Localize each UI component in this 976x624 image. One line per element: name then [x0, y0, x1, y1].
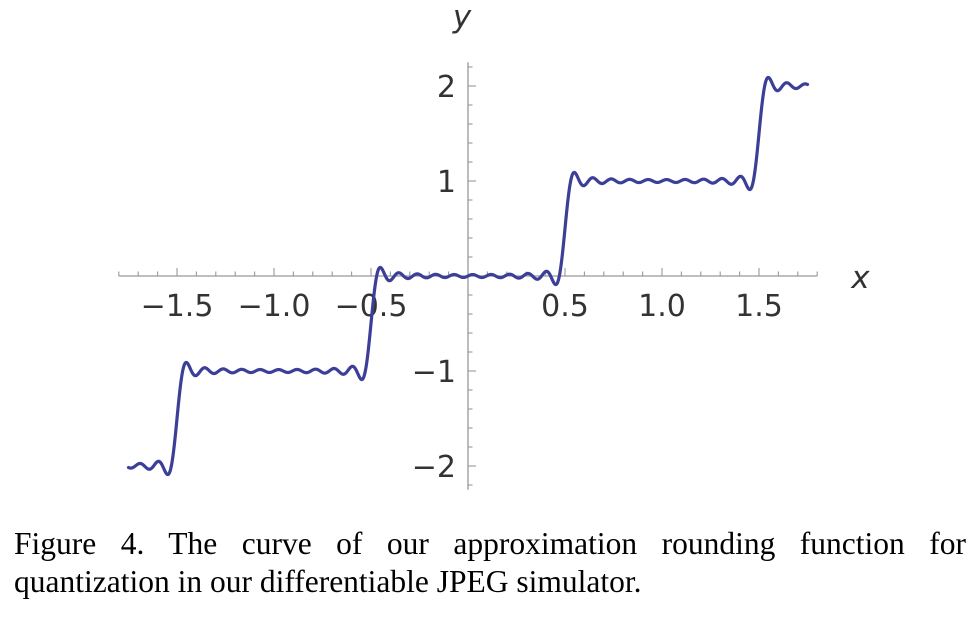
approximation-rounding-curve	[126, 75, 810, 477]
y-tick-label: −2	[412, 450, 456, 485]
x-tick-label: −1.5	[141, 289, 214, 324]
rounding-function-plot: −1.5 −1.0 −0.5 0.5 1.0 1.521−1−2 x y	[118, 0, 870, 490]
x-tick-label: −1.0	[238, 289, 311, 324]
x-tick-label: 1.0	[638, 289, 686, 324]
tick-labels: −1.5 −1.0 −0.5 0.5 1.0 1.521−1−2	[141, 70, 783, 485]
x-axis-label: x	[850, 260, 870, 296]
y-tick-label: −1	[412, 355, 456, 390]
figure-caption: Figure 4. The curve of our approximation…	[14, 526, 966, 599]
x-tick-label: 0.5	[541, 289, 589, 324]
y-axis-label: y	[452, 0, 472, 35]
x-tick-label: 1.5	[735, 289, 783, 324]
y-tick-label: 1	[437, 165, 456, 200]
y-tick-label: 2	[437, 70, 456, 105]
